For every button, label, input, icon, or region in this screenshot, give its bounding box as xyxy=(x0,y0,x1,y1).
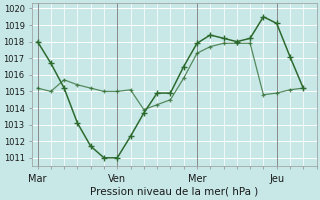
X-axis label: Pression niveau de la mer( hPa ): Pression niveau de la mer( hPa ) xyxy=(90,187,259,197)
